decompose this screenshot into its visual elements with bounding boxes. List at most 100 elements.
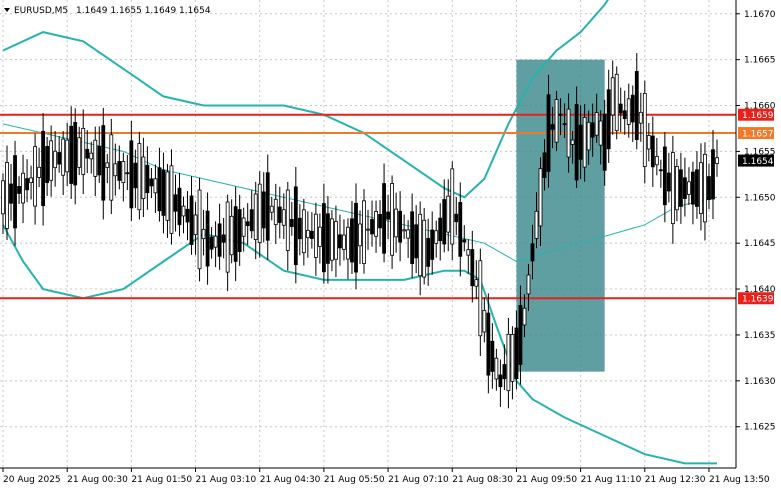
candle-body (446, 195, 451, 233)
time-tick-label: 21 Aug 11:10 (581, 475, 642, 485)
candle-body (13, 155, 17, 229)
candle-body (293, 186, 298, 265)
candle-body (442, 199, 447, 245)
axes-layer: 1.16701.16651.16601.16551.16501.16451.16… (0, 0, 776, 485)
candle-body (37, 166, 42, 178)
candle-body (141, 156, 146, 199)
candle-body (313, 213, 318, 258)
grid-layer (0, 0, 736, 468)
candle-body (590, 122, 595, 138)
candle-body (5, 162, 9, 229)
candle-body (534, 210, 539, 239)
candle-body (498, 374, 503, 388)
candle-body (574, 104, 579, 181)
collapse-triangle-icon[interactable] (4, 8, 10, 12)
candle-body (522, 307, 527, 326)
price-tick-label: 1.1665 (744, 56, 776, 66)
candle-body (418, 213, 423, 277)
price-tick-label: 1.1670 (744, 10, 776, 20)
candle-body (317, 226, 322, 247)
candle-body (229, 215, 234, 256)
candle-body (426, 237, 431, 267)
candle-body (366, 228, 370, 231)
candle-body (514, 327, 519, 380)
candle-body (25, 178, 29, 191)
candle-body (209, 236, 214, 250)
candle-body (201, 228, 206, 240)
candle-body (394, 208, 399, 238)
candle-body (265, 172, 270, 241)
candle-body (113, 163, 118, 177)
candle-body (462, 239, 467, 243)
candle-body (253, 193, 258, 240)
candle-body (670, 152, 675, 225)
candle-body (346, 226, 350, 260)
time-tick-label: 21 Aug 01:50 (131, 475, 192, 485)
candle-body (362, 200, 366, 264)
candle-body (478, 260, 483, 337)
candle-body (217, 223, 222, 257)
candle-body (9, 183, 13, 204)
candle-body (197, 189, 202, 270)
candle-body (550, 124, 555, 130)
candle-body (687, 181, 691, 195)
candle-body (173, 194, 178, 212)
candle-body (225, 201, 230, 273)
candle-body (342, 234, 346, 250)
candle-body (402, 229, 407, 232)
candle-body (133, 162, 138, 189)
candle-body (326, 213, 330, 264)
candle-body (65, 139, 70, 173)
candle-body (358, 223, 362, 247)
candle-body (125, 172, 130, 175)
candle-body (129, 140, 134, 209)
candle-body (165, 171, 170, 221)
bollinger-lower-line (2, 224, 717, 465)
candle-body (494, 357, 499, 380)
candle-body (530, 243, 535, 262)
candle-body (634, 71, 639, 141)
candle-body (57, 152, 62, 165)
candle-body (205, 210, 210, 267)
level-price-tag-label: 1.1639 (742, 295, 774, 305)
time-tick-label: 21 Aug 03:10 (196, 475, 257, 485)
candle-body (642, 92, 647, 168)
candle-body (249, 209, 254, 232)
candle-body (350, 218, 354, 263)
candle-body (683, 177, 687, 199)
candle-body (546, 94, 551, 172)
candle-body (538, 168, 543, 227)
candle-body (586, 121, 591, 151)
candle-body (285, 189, 290, 251)
candle-body (237, 209, 242, 252)
bollinger-upper-line (2, 0, 609, 199)
candle-body (53, 150, 58, 169)
candle-body (386, 211, 390, 220)
candle-body (281, 209, 286, 226)
time-tick-label: 21 Aug 00:30 (67, 475, 128, 485)
candle-body (378, 214, 382, 229)
time-tick-label: 21 Aug 09:50 (516, 475, 577, 485)
candle-body (703, 153, 707, 223)
candle-body (241, 217, 246, 237)
current-price-tag (738, 154, 774, 167)
candle-body (41, 130, 46, 206)
candle-body (305, 229, 310, 239)
candle-body (289, 218, 294, 227)
time-tick-label: 20 Aug 2025 (3, 475, 61, 485)
candle-body (630, 94, 635, 123)
candle-body (646, 135, 651, 150)
candle-body (29, 177, 33, 183)
candle-body (97, 145, 102, 176)
price-tick-label: 1.1625 (744, 423, 776, 433)
candle-body (699, 162, 703, 214)
candle-body (382, 183, 386, 254)
price-tick-label: 1.1635 (744, 331, 776, 341)
candle-body (137, 143, 142, 211)
candle-body (622, 110, 627, 120)
candle-body (161, 169, 166, 216)
candle-body (189, 195, 194, 245)
candle-body (654, 156, 659, 166)
candle-body (598, 120, 603, 146)
